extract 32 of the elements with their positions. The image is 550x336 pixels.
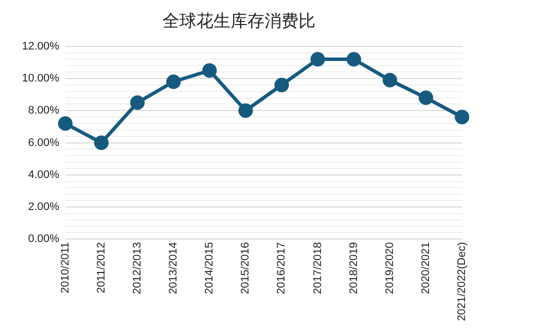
point <box>310 52 325 66</box>
x-tick-label: 2018/2019 <box>348 242 360 294</box>
x-tick-label: 2016/2017 <box>276 242 288 294</box>
point <box>238 103 253 118</box>
point <box>382 72 398 88</box>
point <box>418 90 434 106</box>
point <box>274 78 289 92</box>
point <box>454 110 470 124</box>
point <box>94 136 109 150</box>
y-tick-label: 6.00% <box>28 136 60 149</box>
y-tick-label: 2.00% <box>28 201 60 214</box>
x-tick-label: 2015/2016 <box>240 242 252 294</box>
x-tick-label: 2011/2012 <box>95 242 108 294</box>
x-tick-label: 2017/2018 <box>312 242 324 294</box>
x-tick-label: 2010/2011 <box>59 242 72 294</box>
y-tick-label: 10.00% <box>22 72 60 85</box>
x-tick-label: 2013/2014 <box>168 242 180 294</box>
y-tick-label: 4.00% <box>28 168 60 181</box>
x-tick-label: 2012/2013 <box>131 242 144 294</box>
x-tick-label: 2020/2021 <box>420 242 432 294</box>
x-tick-label: 2014/2015 <box>204 242 216 294</box>
y-tick-label: 12.00% <box>22 40 60 52</box>
point <box>166 74 181 89</box>
y-tick-label: 0.00% <box>28 233 60 246</box>
point <box>346 52 362 66</box>
chart-title: 全球花生库存消费比 <box>162 12 316 32</box>
point <box>58 116 73 131</box>
x-tick-label: 2021/2022(Dec) <box>456 242 468 322</box>
point <box>202 63 217 78</box>
x-tick-label: 2019/2020 <box>384 242 396 294</box>
y-tick-label: 8.00% <box>28 104 60 117</box>
point <box>130 95 145 110</box>
